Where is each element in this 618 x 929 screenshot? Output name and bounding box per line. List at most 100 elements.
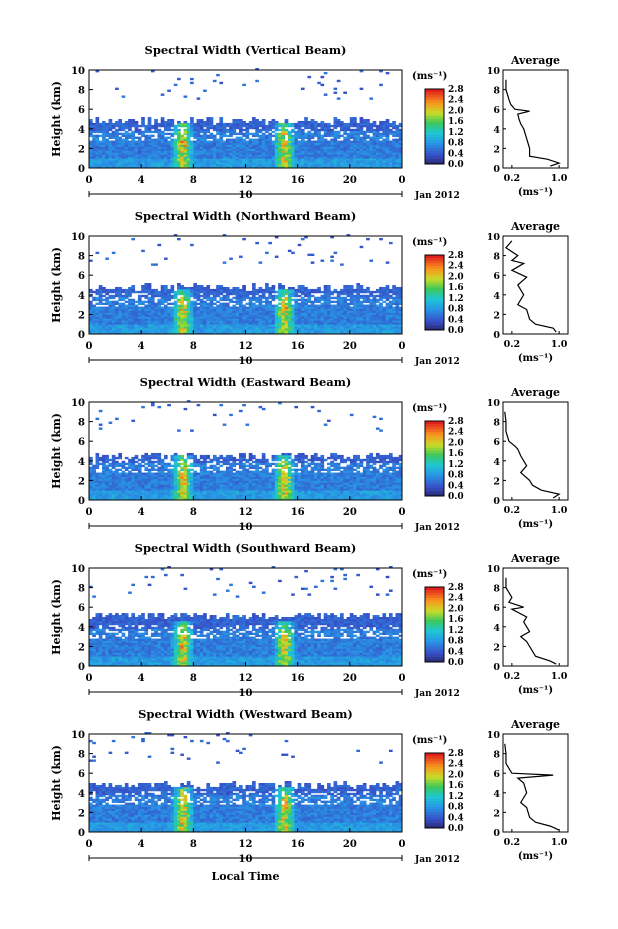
heatmap-cell (118, 332, 122, 335)
heatmap-cell (232, 332, 237, 335)
heatmap-cell (343, 142, 347, 145)
heatmap-cell (320, 140, 325, 143)
heatmap-cell (111, 146, 116, 149)
heatmap-cell (346, 290, 351, 294)
heatmap-cell (297, 150, 302, 153)
heatmap-cell (180, 146, 184, 149)
heatmap-cell (278, 330, 282, 333)
heatmap-cell (108, 304, 113, 307)
heatmap-cell (144, 474, 149, 477)
heatmap-cell (281, 286, 286, 290)
heatmap-cell (183, 322, 188, 325)
heatmap-cell (131, 144, 136, 147)
heatmap-cell (196, 164, 201, 167)
heatmap-cell (157, 150, 162, 153)
heatmap-cell (95, 320, 100, 323)
heatmap-cell (317, 316, 321, 319)
heatmap-cell (307, 152, 312, 155)
heatmap-cell (235, 126, 240, 130)
y-tick-label: 6 (78, 105, 85, 116)
heatmap-cell (216, 154, 220, 157)
heatmap-cell (128, 148, 132, 151)
heatmap-cell (297, 158, 302, 161)
heatmap-cell (163, 326, 168, 329)
heatmap-cell (232, 306, 237, 309)
heatmap-cell (141, 162, 145, 165)
heatmap-cell (190, 122, 194, 126)
heatmap-cell (92, 162, 96, 165)
heatmap-cell (98, 144, 103, 147)
colorbar-segment (425, 161, 444, 165)
heatmap-cell (245, 160, 250, 163)
heatmap-cell (255, 68, 259, 71)
heatmap-cell (147, 126, 152, 130)
heatmap-cell (199, 320, 204, 323)
heatmap-cell (356, 308, 361, 311)
heatmap-cell (108, 294, 113, 298)
heatmap-cell (255, 326, 259, 329)
heatmap-cell (291, 156, 295, 159)
heatmap-cell (196, 144, 201, 147)
heatmap-cell (242, 312, 246, 315)
heatmap-cell (252, 320, 256, 323)
heatmap-cell (180, 124, 184, 128)
heatmap-cell (102, 472, 106, 475)
heatmap-cell (89, 460, 93, 464)
heatmap-cell (95, 452, 100, 456)
heatmap-cell (359, 308, 364, 311)
heatmap-cell (375, 326, 380, 329)
heatmap-cell (196, 152, 201, 155)
heatmap-cell (177, 304, 181, 307)
heatmap-cell (193, 158, 197, 161)
heatmap-cell (274, 138, 279, 141)
heatmap-cell (115, 316, 119, 319)
heatmap-cell (349, 156, 354, 159)
heatmap-cell (330, 156, 334, 159)
heatmap-cell (173, 162, 178, 165)
heatmap-cell (379, 304, 383, 307)
heatmap-cell (375, 158, 380, 161)
heatmap-cell (359, 142, 364, 145)
heatmap-cell (95, 314, 100, 317)
heatmap-cell (229, 320, 233, 323)
heatmap-cell (118, 294, 122, 298)
heatmap-cell (395, 308, 400, 311)
heatmap-cell (199, 332, 204, 335)
heatmap-cell (196, 302, 201, 305)
heatmap-cell (157, 494, 162, 497)
heatmap-cell (398, 166, 403, 169)
heatmap-cell (385, 322, 390, 325)
heatmap-cell (271, 154, 276, 157)
heatmap-cell (222, 326, 227, 329)
heatmap-cell (349, 330, 354, 333)
heatmap-cell (395, 332, 400, 335)
heatmap-cell (89, 478, 93, 481)
heatmap-cell (131, 142, 136, 145)
heatmap-cell (118, 308, 122, 311)
heatmap-cell (385, 304, 390, 307)
heatmap-cell (366, 134, 370, 138)
heatmap-cell (115, 302, 119, 305)
heatmap-cell (274, 122, 279, 126)
heatmap-cell (173, 130, 178, 134)
heatmap-cell (336, 312, 341, 315)
heatmap-cell (150, 292, 155, 296)
heatmap-cell (108, 318, 113, 321)
heatmap-cell (385, 132, 390, 136)
heatmap-cell (359, 156, 364, 159)
heatmap-cell (388, 302, 393, 305)
heatmap-cell (375, 322, 380, 325)
heatmap-cell (362, 326, 367, 329)
heatmap-cell (271, 150, 276, 153)
heatmap-cell (356, 122, 361, 126)
heatmap-cell (196, 140, 201, 143)
heatmap-cell (147, 160, 152, 163)
heatmap-cell (356, 160, 361, 163)
heatmap-cell (248, 298, 253, 302)
heatmap-cell (105, 320, 109, 323)
heatmap-cell (144, 140, 149, 143)
heatmap-cell (183, 330, 188, 333)
heatmap-cell (105, 332, 109, 335)
heatmap-cell (102, 308, 106, 311)
heatmap-cell (310, 330, 315, 333)
